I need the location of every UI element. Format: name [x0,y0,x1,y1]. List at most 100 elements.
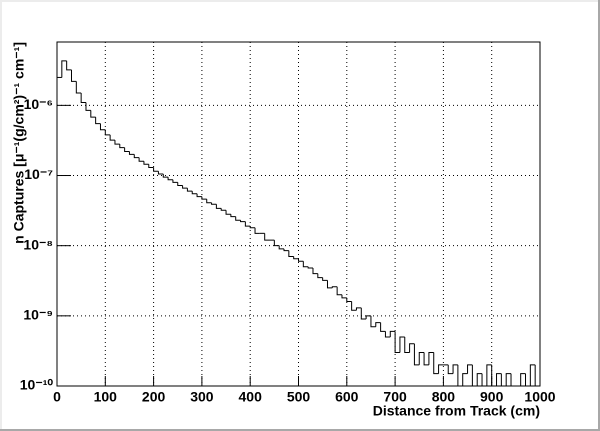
histogram-bin [529,364,536,386]
histogram-bin [162,174,169,178]
histogram-bin [99,123,106,131]
histogram-bin [153,167,159,172]
histogram-bin [85,102,91,111]
histogram-bin [462,373,468,386]
histogram-bin [317,273,323,279]
histogram-bin [119,144,125,149]
x-tick-label: 700 [383,389,407,405]
histogram-bin [220,208,227,211]
histogram-bin [336,286,342,296]
histogram-bin [476,373,483,386]
histogram-bin [520,373,526,386]
histogram-bin [322,277,328,281]
histogram-bin [438,364,444,374]
histogram-bin [370,315,376,328]
histogram-bin [433,352,439,375]
histogram-bin [471,364,478,387]
histogram-bin [288,250,294,258]
y-tick-label: 10⁻⁷ [24,166,53,182]
histogram-bin [70,69,77,82]
histogram-bin [307,266,313,269]
x-tick-label: 0 [53,389,61,405]
histogram-bin [201,196,207,200]
histogram-bin [80,93,86,103]
histogram-bin [95,117,101,125]
y-tick-label: 10⁻⁹ [23,307,53,323]
histogram-bin [534,364,540,387]
histogram-bin [293,256,299,260]
histogram-bin [500,373,507,387]
x-tick-label: 200 [142,389,166,405]
histogram-bin [413,343,420,366]
histogram-bin [66,60,72,71]
histogram-bin [457,364,463,387]
histogram-bin [380,322,386,332]
histogram-bin [182,185,188,189]
x-tick-label: 800 [432,389,456,405]
histogram-bin [389,330,396,337]
histogram-bin [249,226,256,229]
histogram-bin [138,157,144,162]
histogram-bin [143,161,149,165]
histogram-bin [167,177,173,181]
histogram-bin [423,352,429,366]
x-tick-label: 400 [239,389,263,405]
histogram-bin [148,164,154,169]
histogram-bin [355,307,362,311]
histogram-bin [75,81,82,94]
histogram-bin [278,245,285,250]
histogram-bin [525,373,531,387]
x-tick-label: 500 [287,389,311,405]
y-tick-label: 10⁻⁸ [23,236,53,252]
histogram-bin [61,60,67,78]
histogram-bin [186,188,193,192]
histogram-bin [326,280,333,289]
histogram-bin [418,352,425,365]
x-tick-label: 900 [480,389,504,405]
histogram-bin [447,364,454,375]
x-tick-label: 100 [94,389,118,405]
histogram-bin [235,216,241,221]
histogram-bin [298,258,304,262]
y-tick-label: 10⁻⁶ [24,96,53,112]
histogram-bin [254,227,260,234]
histogram-bin [157,171,164,175]
histogram-bin [172,179,178,183]
histogram-bin [264,233,270,241]
x-tick-label: 1000 [524,389,555,405]
histogram-bin [399,336,405,353]
x-tick-label: 600 [335,389,359,405]
histogram-bin [341,294,347,299]
histogram-bin [206,199,212,204]
histogram-bin [384,331,391,338]
histogram-bin [467,364,473,374]
histogram-bin [510,373,516,387]
histogram-bin [114,140,120,145]
histogram-bin [452,364,458,374]
histogram-bin [365,315,371,320]
histogram-bin [302,261,309,268]
histogram-bin [211,202,217,205]
histogram-bin [496,373,502,386]
y-tick-label: 10⁻¹⁰ [20,377,54,393]
histogram-bin [128,151,135,155]
x-tick-label: 300 [190,389,214,405]
histogram-bin [273,240,280,247]
histogram-bin [428,352,434,365]
histogram-bin [240,220,246,223]
histogram-bin [409,343,415,353]
histogram-bin [191,191,198,195]
histogram-bin [491,364,497,387]
histogram-bin [225,210,231,215]
histogram-bin [331,286,338,288]
histogram-bin [177,182,183,187]
histogram-bin [360,307,367,320]
x-axis-label: Distance from Track (cm) [373,403,540,419]
histogram-bin [196,193,202,198]
histogram-bin [312,268,318,275]
histogram-bin [215,204,222,209]
histogram-bin [351,301,357,311]
y-axis-label: n Captures [μ⁻¹(g/cm²)⁻¹ cm⁻¹] [11,42,27,244]
histogram-bin [375,322,381,327]
